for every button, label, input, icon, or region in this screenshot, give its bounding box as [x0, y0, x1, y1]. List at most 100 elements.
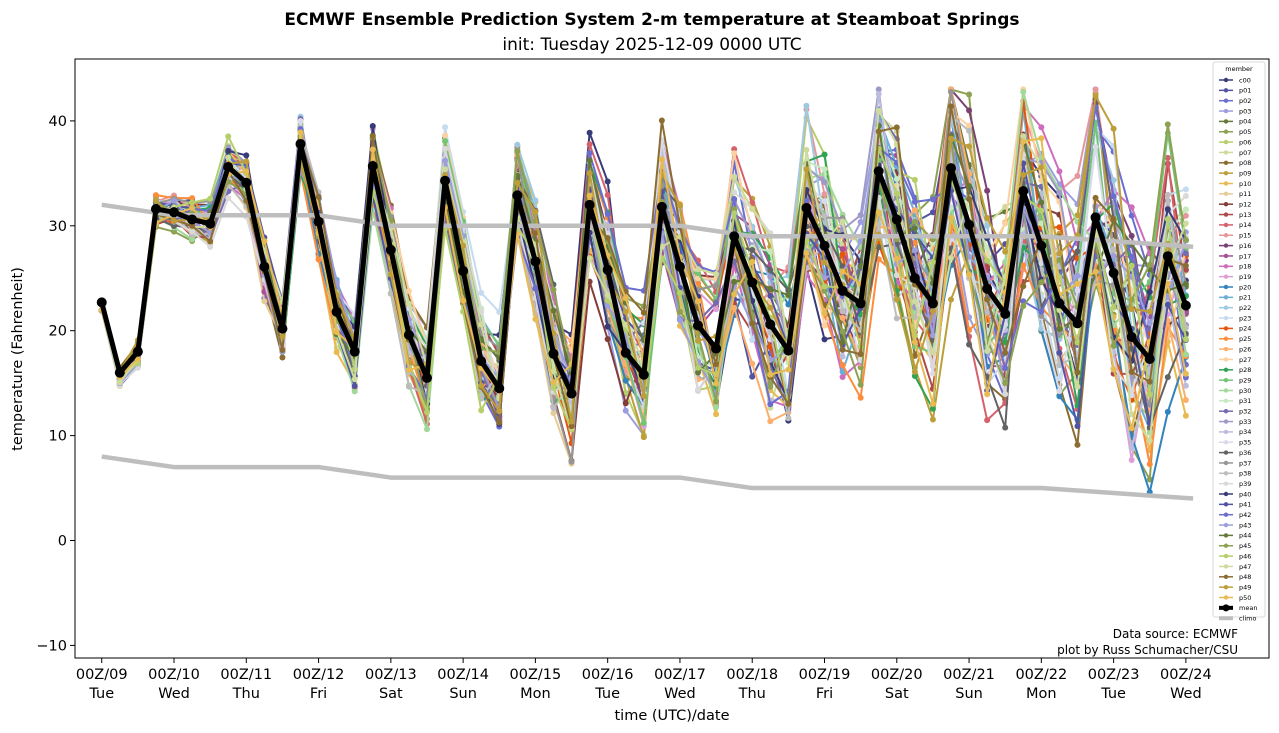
mean-point: [205, 218, 216, 229]
member-point: [550, 368, 557, 375]
legend-label: p48: [1239, 573, 1251, 581]
member-point: [911, 218, 918, 225]
member-point: [1002, 248, 1009, 255]
member-point: [785, 400, 792, 407]
mean-point: [620, 347, 631, 358]
member-point: [532, 197, 539, 204]
legend-swatch-marker: [1223, 543, 1229, 548]
member-point: [1110, 246, 1117, 253]
legend-label: p02: [1239, 97, 1251, 105]
member-point: [984, 309, 991, 316]
mean-point: [1126, 331, 1137, 342]
member-point: [442, 157, 449, 164]
legend-entry-p17: p17: [1219, 252, 1251, 260]
x-tick-label-time: 00Z/11: [220, 667, 272, 683]
member-point: [1074, 339, 1081, 346]
legend-swatch-marker: [1223, 471, 1229, 476]
legend-entry-p10: p10: [1219, 180, 1251, 188]
legend-label: p12: [1239, 201, 1251, 209]
member-point: [514, 179, 521, 186]
member-point: [911, 298, 918, 305]
member-point: [839, 218, 846, 225]
legend-swatch-marker: [1223, 150, 1229, 155]
member-point: [731, 196, 738, 203]
member-point: [839, 353, 846, 360]
legend-label: p15: [1239, 232, 1251, 240]
member-point: [1038, 220, 1045, 227]
member-point: [1020, 138, 1027, 145]
mean-point: [421, 372, 432, 383]
member-point: [749, 373, 756, 380]
legend-entry-p15: p15: [1219, 232, 1251, 240]
member-point: [821, 198, 828, 205]
member-point: [1020, 133, 1027, 140]
member-point: [496, 309, 503, 316]
member-point: [586, 192, 593, 199]
member-point: [839, 361, 846, 368]
legend-swatch-marker: [1223, 243, 1229, 248]
member-point: [1056, 326, 1063, 333]
x-tick-label-day: Fri: [816, 686, 833, 702]
member-point: [297, 117, 304, 124]
member-point: [225, 194, 232, 201]
member-point: [1038, 124, 1045, 131]
legend-entry-p16: p16: [1219, 242, 1251, 250]
member-point: [929, 332, 936, 339]
member-point: [1002, 379, 1009, 386]
member-point: [405, 367, 412, 374]
x-tick-label-day: Tue: [594, 686, 620, 702]
legend-label: p09: [1239, 169, 1251, 177]
member-point: [911, 368, 918, 375]
legend-entry-p25: p25: [1219, 335, 1251, 343]
legend-label: p14: [1239, 221, 1251, 229]
member-point: [189, 228, 196, 235]
member-point: [821, 322, 828, 329]
member-point: [243, 152, 250, 159]
member-point: [929, 349, 936, 356]
member-point: [1182, 336, 1189, 343]
member-point: [821, 259, 828, 266]
mean-point: [656, 201, 667, 212]
legend-swatch-marker: [1223, 574, 1229, 579]
member-point: [911, 176, 918, 183]
legend-swatch-marker: [1223, 274, 1229, 279]
legend-swatch-marker: [1223, 181, 1229, 186]
legend-entry-p24: p24: [1219, 325, 1251, 333]
legend-label: mean: [1239, 604, 1257, 612]
y-tick-label: 10: [49, 429, 67, 445]
legend-label: p50: [1239, 594, 1251, 602]
mean-point: [945, 163, 956, 174]
chart-title: ECMWF Ensemble Prediction System 2-m tem…: [284, 10, 1019, 30]
x-tick-label-time: 00Z/15: [510, 667, 562, 683]
mean-point: [873, 166, 884, 177]
member-point: [947, 214, 954, 221]
x-tick-label-time: 00Z/17: [654, 667, 706, 683]
member-point: [1092, 194, 1099, 201]
legend-label: p22: [1239, 304, 1251, 312]
member-point: [189, 222, 196, 229]
member-point: [514, 141, 521, 148]
mean-point: [1090, 212, 1101, 223]
member-point: [785, 292, 792, 299]
x-tick-label-time: 00Z/09: [76, 667, 128, 683]
member-point: [1002, 365, 1009, 372]
legend-swatch-marker: [1223, 440, 1229, 445]
member-point: [1074, 272, 1081, 279]
legend-label: p42: [1239, 511, 1251, 519]
member-point: [1038, 164, 1045, 171]
member-point: [749, 320, 756, 327]
legend-entry-p39: p39: [1219, 480, 1251, 488]
member-point: [1002, 220, 1009, 227]
member-point: [1074, 248, 1081, 255]
x-tick-label-day: Mon: [520, 686, 551, 702]
member-point: [460, 242, 467, 249]
member-point: [604, 292, 611, 299]
legend-swatch-marker: [1223, 491, 1229, 497]
member-point: [875, 90, 882, 97]
legend-swatch-marker: [1223, 502, 1229, 507]
member-point: [695, 280, 702, 287]
y-tick-label: 40: [49, 114, 67, 130]
member-point: [929, 209, 936, 216]
x-tick-label-time: 00Z/23: [1088, 667, 1140, 683]
member-point: [1182, 412, 1189, 419]
